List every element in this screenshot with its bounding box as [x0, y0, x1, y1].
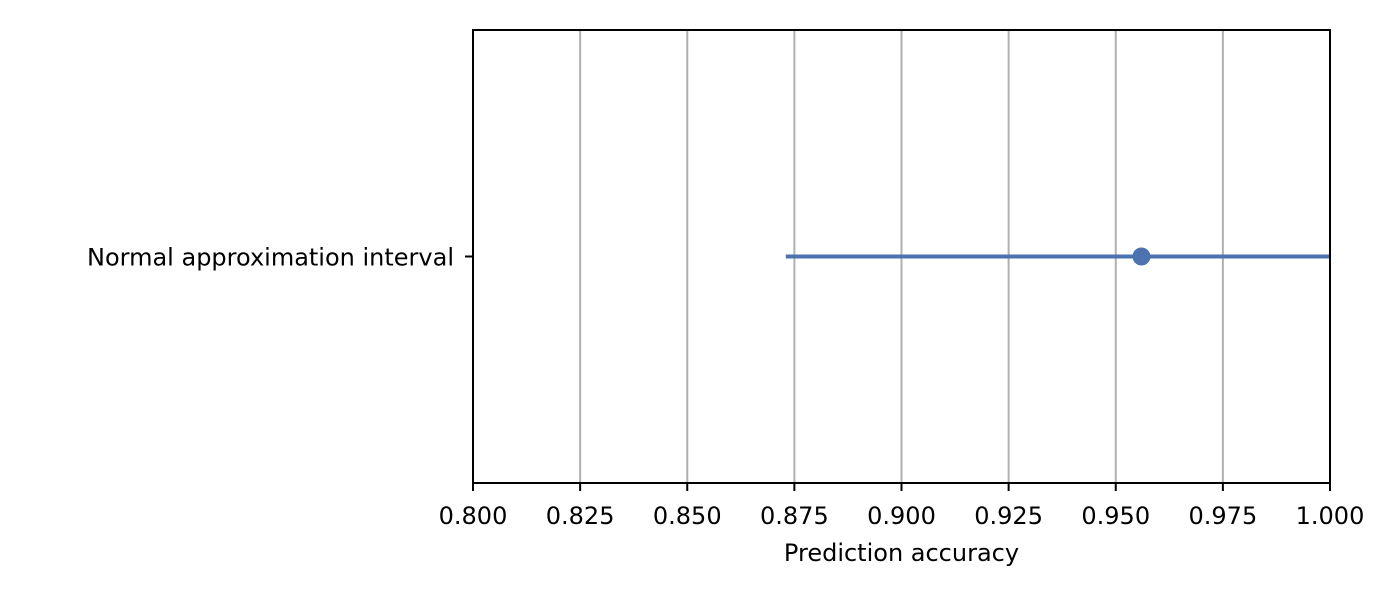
x-tick-label: 0.925: [974, 502, 1043, 530]
plot-series: [785, 247, 1330, 266]
point-estimate-marker: [1132, 247, 1151, 266]
y-tick-label: Normal approximation interval: [87, 244, 454, 272]
y-axis-ticks: Normal approximation interval: [87, 244, 473, 272]
x-axis-label: Prediction accuracy: [784, 539, 1019, 567]
x-tick-label: 0.975: [1189, 502, 1258, 530]
x-tick-label: 0.875: [760, 502, 829, 530]
x-tick-label: 0.825: [546, 502, 615, 530]
x-tick-label: 0.900: [867, 502, 936, 530]
x-tick-label: 0.850: [653, 502, 722, 530]
x-tick-label: 0.950: [1081, 502, 1150, 530]
x-tick-label: 1.000: [1296, 502, 1365, 530]
x-tick-label: 0.800: [439, 502, 508, 530]
x-axis-ticks: 0.800 0.825 0.850 0.875 0.900 0.925 0.950 0.975…: [439, 483, 1365, 530]
